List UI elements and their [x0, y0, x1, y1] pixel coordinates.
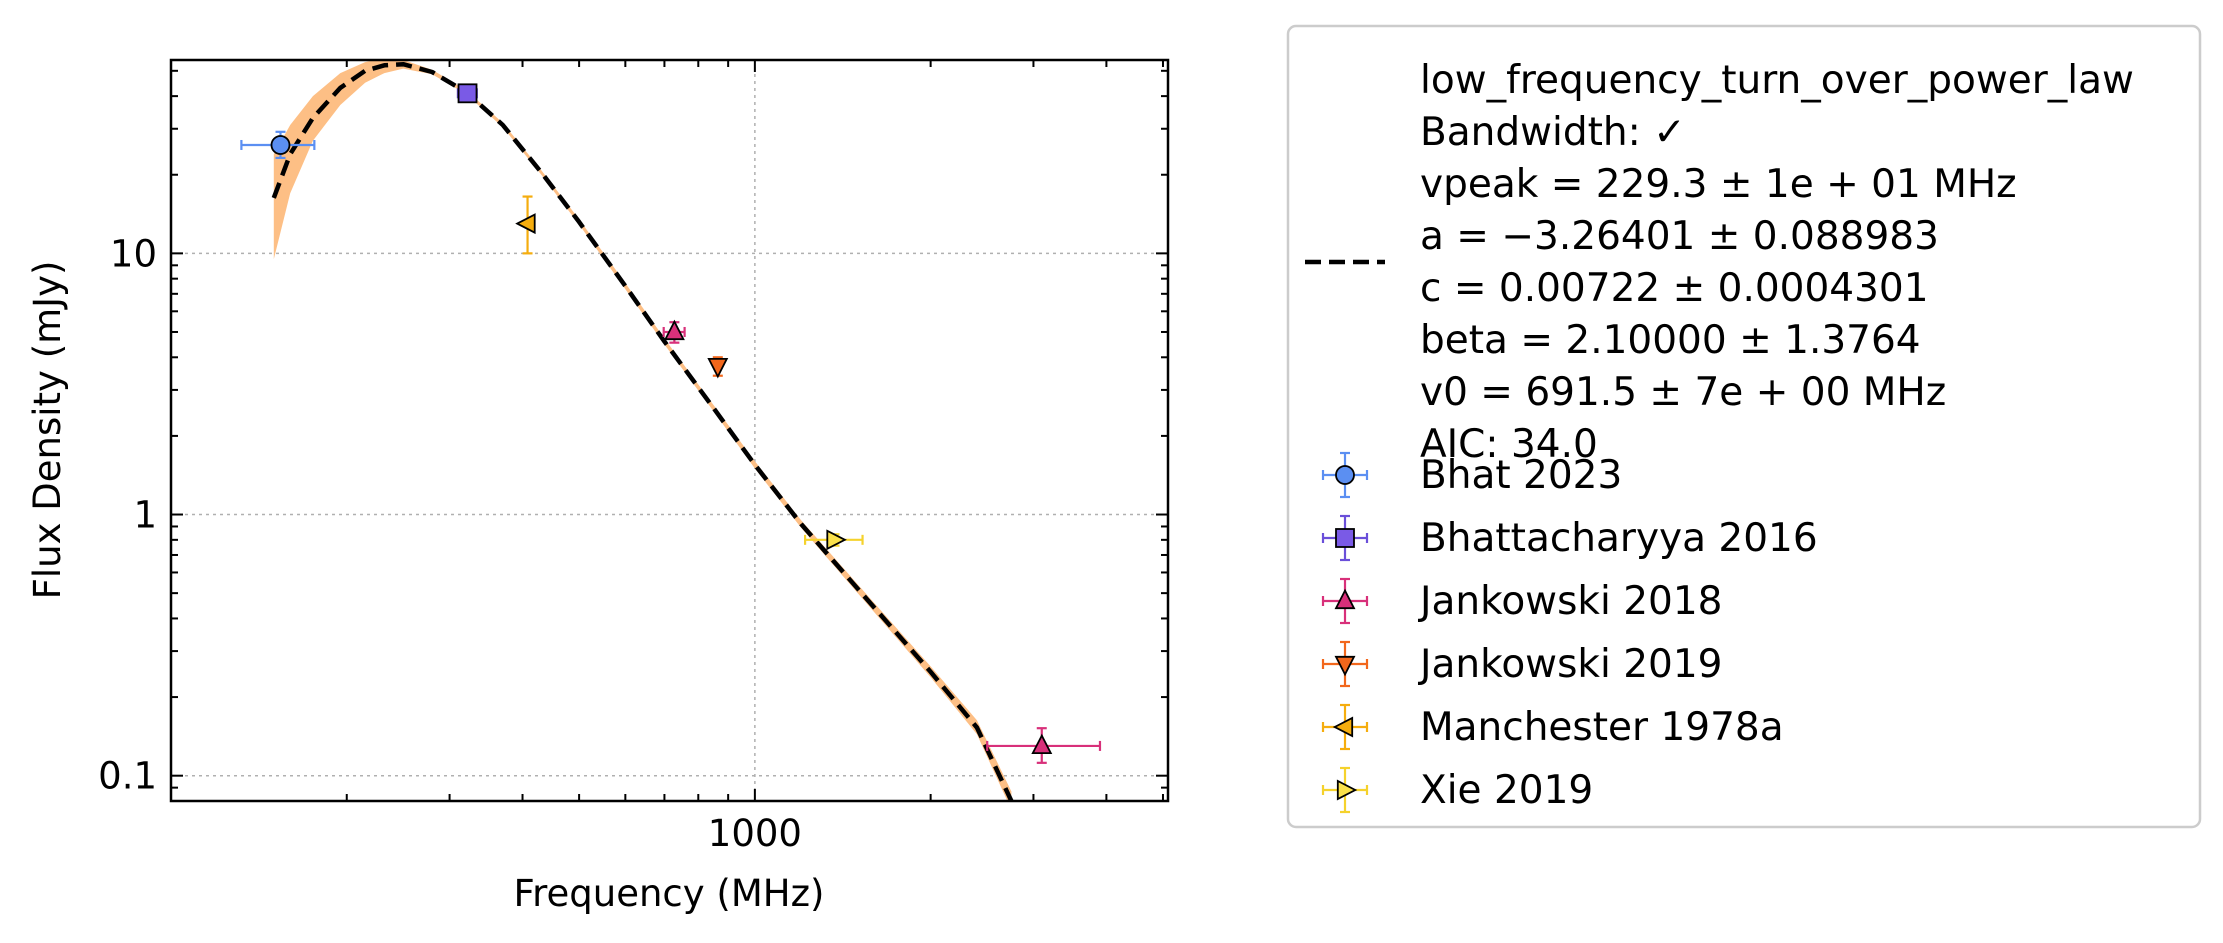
- legend-marker: [1334, 655, 1356, 677]
- legend: low_frequency_turn_over_power_law Bandwid…: [1286, 24, 2202, 829]
- legend-entry: Bhattacharyya 2016: [1321, 514, 1818, 562]
- legend-label: Bhattacharyya 2016: [1420, 516, 1818, 561]
- y-tick-label: 0.1: [98, 755, 157, 798]
- legend-marker: [1332, 716, 1354, 738]
- legend-entry: Xie 2019: [1321, 766, 1593, 814]
- legend-fit-line: vpeak = 229.3 ± 1e + 01 MHz: [1420, 162, 2017, 207]
- fit-curve-layer: [271, 61, 1014, 801]
- data-marker: [1031, 733, 1053, 754]
- legend-marker: [1335, 465, 1355, 485]
- data-marker: [707, 357, 729, 379]
- legend-entry: Jankowski 2019: [1321, 640, 1722, 688]
- data-marker: [457, 83, 478, 104]
- y-tick-label: 10: [110, 232, 157, 275]
- y-axis-label: Flux Density (mJy): [26, 261, 69, 600]
- legend-label: Jankowski 2019: [1417, 642, 1722, 687]
- data-point: [456, 83, 478, 104]
- legend-marker: [1336, 779, 1358, 801]
- legend-label: Bhat 2023: [1420, 453, 1622, 498]
- data-point: [707, 356, 729, 379]
- y-tick-label: 1: [133, 494, 157, 537]
- data-marker: [826, 529, 847, 551]
- data-point: [662, 319, 686, 344]
- legend-fit-line: low_frequency_turn_over_power_law: [1420, 58, 2134, 103]
- data-marker: [270, 135, 291, 155]
- legend-fit-line: c = 0.00722 ± 0.0004301: [1420, 266, 1929, 311]
- data-point: [986, 727, 1102, 764]
- legend-marker: [1335, 528, 1355, 548]
- legend-label: Xie 2019: [1420, 768, 1593, 813]
- legend-fit-line: beta = 2.10000 ± 1.3764: [1420, 318, 1921, 363]
- data-point: [515, 195, 536, 255]
- legend-fit-line: AIC: 34.0: [1420, 422, 1598, 467]
- legend-frame: [1286, 24, 2202, 829]
- legend-fit-line: v0 = 691.5 ± 7e + 00 MHz: [1420, 370, 1946, 415]
- legend-fit-line: Bandwidth: ✓: [1420, 110, 1686, 155]
- tick-labels: 1000 0.1 1 10: [98, 232, 802, 855]
- legend-fit-line: a = −3.26401 ± 0.088983: [1420, 214, 1939, 259]
- legend-entry: Jankowski 2018: [1321, 577, 1722, 625]
- x-tick-label: 1000: [708, 812, 802, 855]
- grid: [171, 60, 1168, 801]
- fit-band: [273, 60, 1012, 801]
- legend-label: Manchester 1978a: [1420, 705, 1784, 750]
- fit-uncertainty-band: [273, 60, 1012, 801]
- legend-entry: Bhat 2023: [1321, 451, 1622, 499]
- data-points: [240, 83, 1102, 764]
- axis-ticks: [170, 60, 1168, 802]
- data-marker: [515, 213, 536, 235]
- legend-marker: [1334, 588, 1356, 610]
- x-axis-label: Frequency (MHz): [514, 872, 825, 915]
- data-marker: [663, 319, 685, 341]
- fit-curve: [271, 61, 1014, 801]
- data-point: [240, 130, 316, 160]
- legend-entry: Manchester 1978a: [1321, 703, 1784, 751]
- data-point: [803, 529, 864, 551]
- legend-label: Jankowski 2018: [1417, 579, 1722, 624]
- plot-frame: [169, 58, 1170, 803]
